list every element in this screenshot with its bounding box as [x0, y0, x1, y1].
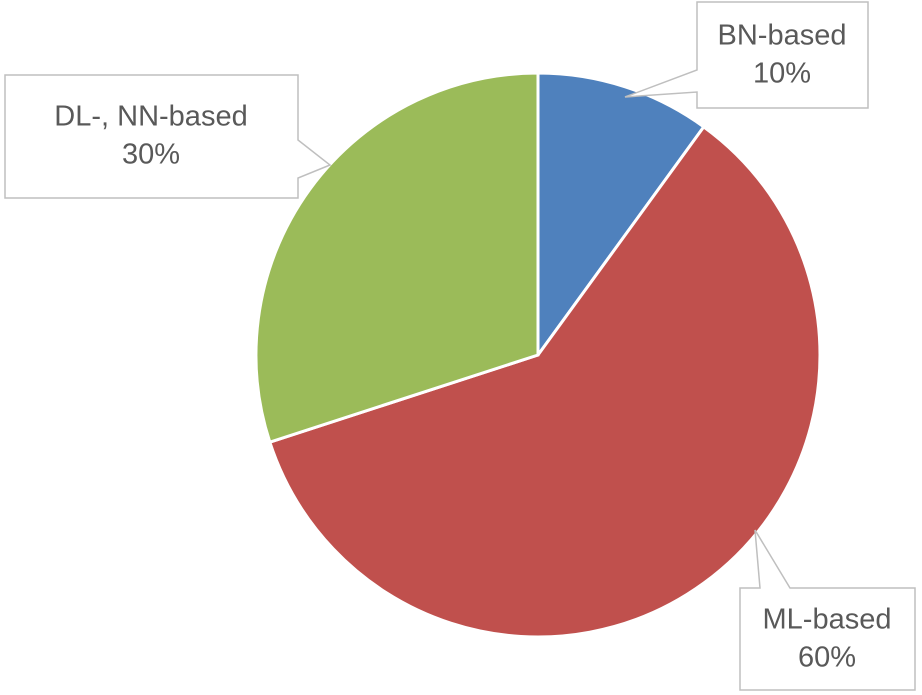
- category-label: ML-based: [763, 604, 892, 636]
- value-label: 30%: [122, 139, 180, 171]
- callout-box: [4, 74, 332, 199]
- value-label: 60%: [798, 642, 856, 674]
- pie-slice: [536, 71, 706, 360]
- category-label: DL-, NN-based: [54, 101, 247, 133]
- pie-slice: [267, 124, 822, 639]
- callout-box: [624, 1, 869, 109]
- category-label: BN-based: [718, 20, 847, 52]
- callout-box: [739, 529, 916, 691]
- pie-slice: [254, 71, 540, 445]
- value-label: 10%: [753, 58, 811, 90]
